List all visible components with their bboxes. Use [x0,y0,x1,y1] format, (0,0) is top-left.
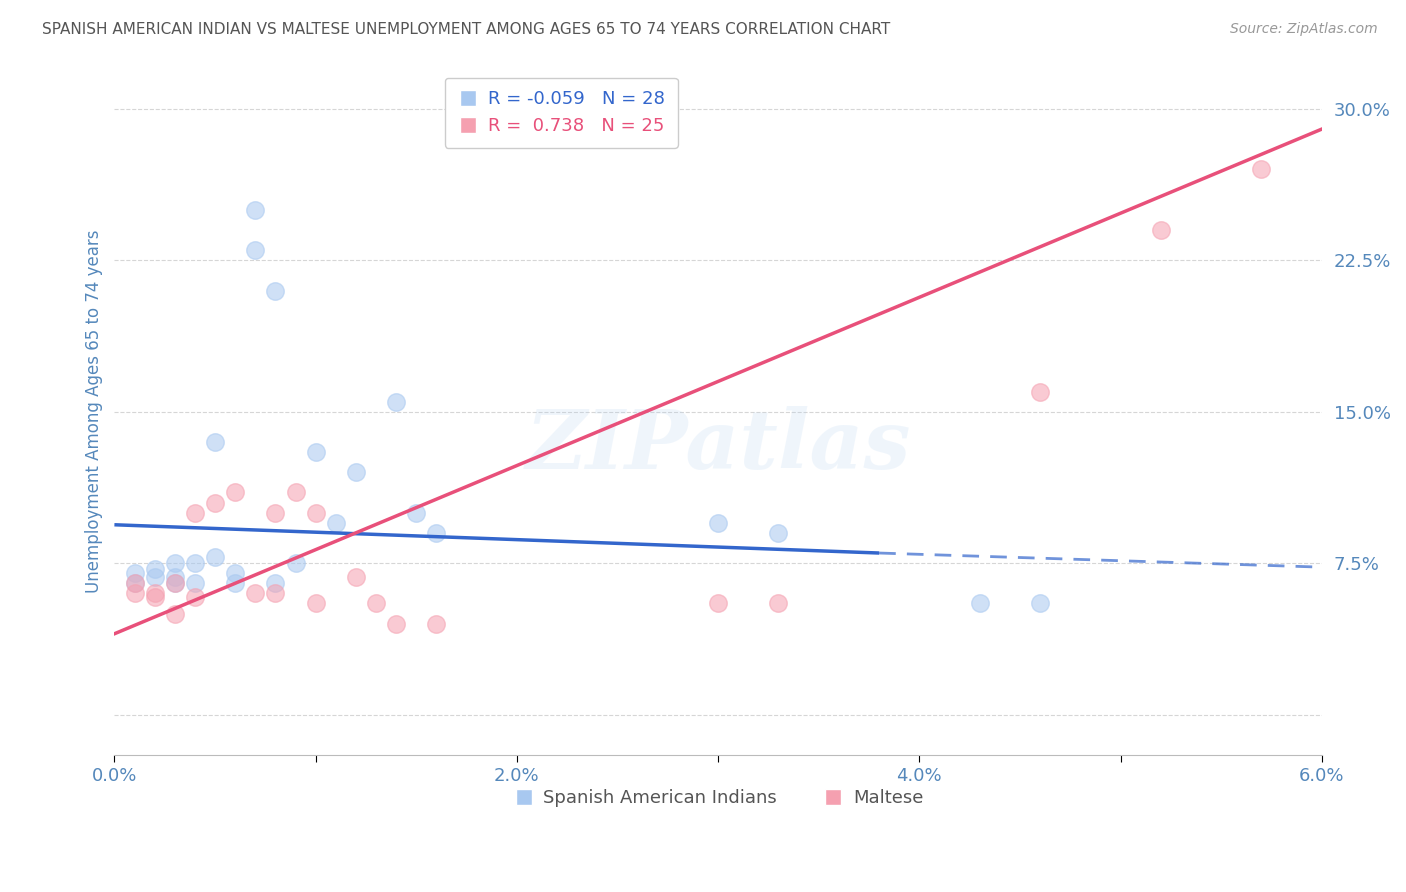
Point [124,576,146,591]
Point [163,576,186,591]
Point [1250,162,1272,177]
Point [163,570,186,584]
Point [284,556,307,570]
Point [245,244,267,258]
Point [184,556,207,570]
Point [143,586,166,600]
Point [163,576,186,591]
Point [224,576,246,591]
Point [163,556,186,570]
Point [204,550,226,565]
Point [707,516,730,530]
Point [284,485,307,500]
Point [304,445,326,459]
Point [143,562,166,576]
Point [264,506,287,520]
Point [768,597,790,611]
Point [204,495,226,509]
Point [385,394,408,409]
Point [124,586,146,600]
Point [385,616,408,631]
Point [344,465,367,479]
Point [184,506,207,520]
Point [184,591,207,605]
Point [425,525,447,540]
Point [163,607,186,621]
Point [245,202,267,217]
Text: ZIPatlas: ZIPatlas [526,406,911,486]
Point [1029,597,1052,611]
Point [264,576,287,591]
Point [264,284,287,298]
Point [405,506,427,520]
Point [264,586,287,600]
Point [304,506,326,520]
Y-axis label: Unemployment Among Ages 65 to 74 years: Unemployment Among Ages 65 to 74 years [86,230,103,593]
Point [304,597,326,611]
Point [224,485,246,500]
Point [364,597,387,611]
Point [1150,223,1173,237]
Point [224,566,246,581]
Point [143,570,166,584]
Point [425,616,447,631]
Point [969,597,991,611]
Text: SPANISH AMERICAN INDIAN VS MALTESE UNEMPLOYMENT AMONG AGES 65 TO 74 YEARS CORREL: SPANISH AMERICAN INDIAN VS MALTESE UNEMP… [42,22,890,37]
Point [143,591,166,605]
Point [344,570,367,584]
Point [325,516,347,530]
Point [124,576,146,591]
Text: Source: ZipAtlas.com: Source: ZipAtlas.com [1230,22,1378,37]
Point [1029,384,1052,399]
Point [204,435,226,450]
Point [768,525,790,540]
Point [184,576,207,591]
Point [245,586,267,600]
Point [707,597,730,611]
Point [124,566,146,581]
Legend: Spanish American Indians, Maltese: Spanish American Indians, Maltese [506,782,931,814]
